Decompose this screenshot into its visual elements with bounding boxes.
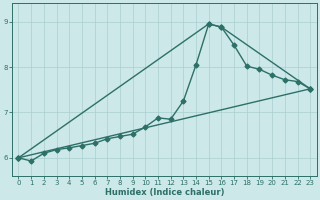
X-axis label: Humidex (Indice chaleur): Humidex (Indice chaleur)	[105, 188, 224, 197]
